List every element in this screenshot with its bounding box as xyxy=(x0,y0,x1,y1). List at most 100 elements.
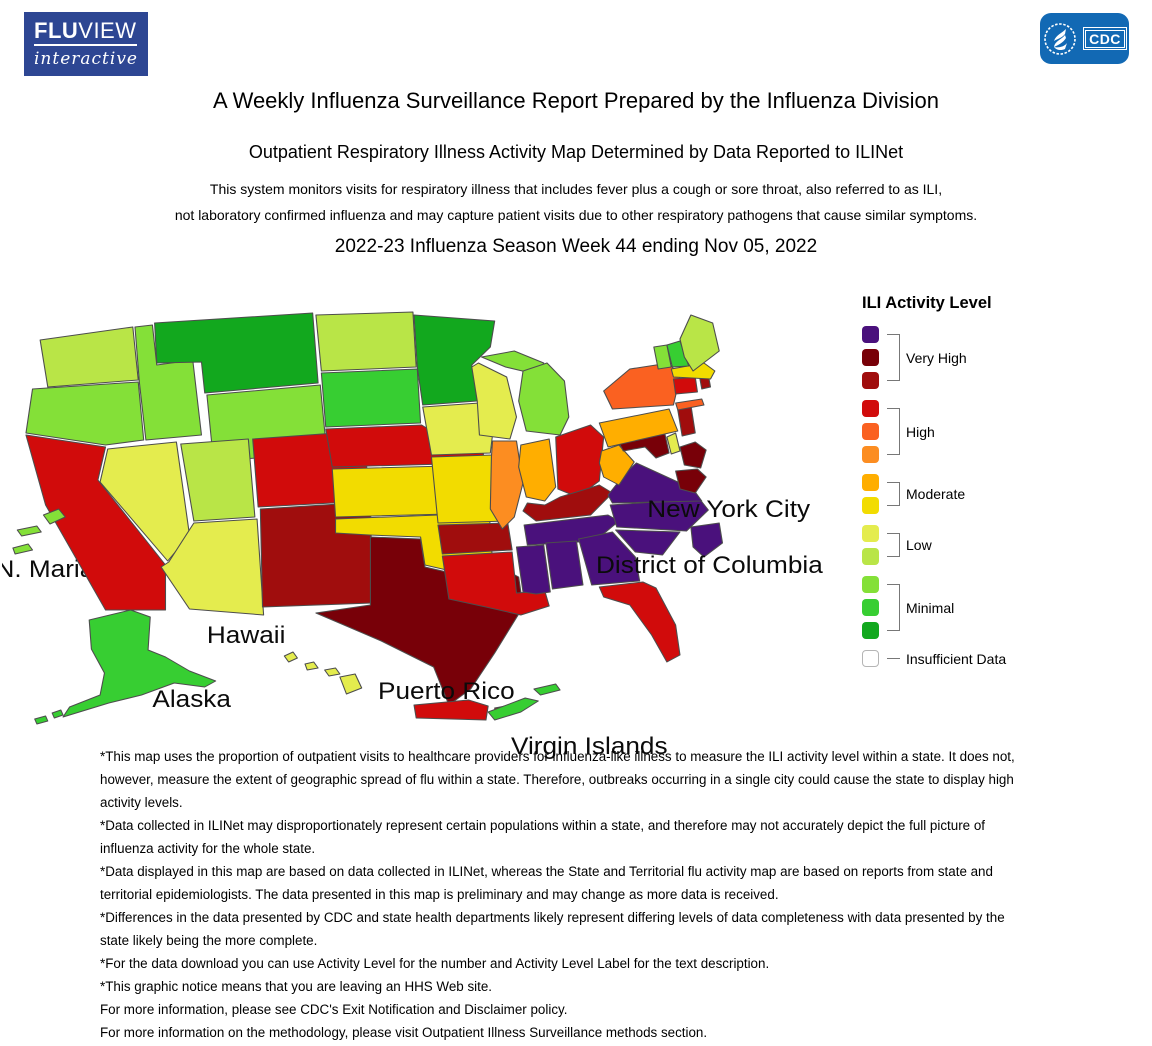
marker-new-york-city-2[interactable] xyxy=(675,468,707,494)
state-ohio[interactable] xyxy=(555,424,605,498)
state-hawaii-island-4[interactable] xyxy=(339,673,363,695)
state-alabama[interactable] xyxy=(545,540,584,590)
territory-n-mariana-islands-3[interactable] xyxy=(12,543,34,555)
state-washington[interactable] xyxy=(39,326,139,388)
description-line-1: This system monitors visits for respirat… xyxy=(209,181,943,197)
state-louisiana[interactable] xyxy=(441,551,550,616)
legend-swatch-level-13 xyxy=(862,326,879,343)
state-florida[interactable] xyxy=(598,581,681,663)
footnote-differences: *Differences in the data presented by CD… xyxy=(100,910,1005,948)
legend-swatch-level-6 xyxy=(862,497,879,514)
state-hawaii-island-2[interactable] xyxy=(304,661,319,671)
legend-swatch-level-10 xyxy=(862,400,879,417)
description-line-2: not laboratory confirmed influenza and m… xyxy=(174,207,978,223)
state-hawaii-island-3[interactable] xyxy=(324,667,341,677)
state-california[interactable] xyxy=(25,434,167,611)
state-vermont[interactable] xyxy=(653,344,672,370)
season-week-title: 2022-23 Influenza Season Week 44 ending … xyxy=(334,236,818,257)
state-delaware[interactable] xyxy=(666,432,681,455)
territory-virgin-islands-2[interactable] xyxy=(533,683,561,696)
legend-title: ILI Activity Level xyxy=(862,294,992,312)
legend-bracket xyxy=(887,408,900,455)
state-arkansas[interactable] xyxy=(437,522,513,555)
legend-bracket xyxy=(887,533,900,557)
territory-n-mariana-islands-1[interactable] xyxy=(42,508,66,525)
label-district-of-columbia: District of Columbia xyxy=(596,552,823,579)
state-idaho[interactable] xyxy=(134,324,203,441)
legend-group-very-high: Very High xyxy=(862,326,1147,389)
map-subtitle: Outpatient Respiratory Illness Activity … xyxy=(248,142,904,162)
state-georgia[interactable] xyxy=(578,531,641,586)
label-new-york-city: New York City xyxy=(647,496,810,523)
legend-swatch-level-2 xyxy=(862,599,879,616)
state-michigan[interactable] xyxy=(518,362,570,436)
legend-label-low: Low xyxy=(906,537,932,553)
state-arizona[interactable] xyxy=(160,518,265,616)
state-alaska-aleutian-1[interactable] xyxy=(51,709,64,719)
label-hawaii: Hawaii xyxy=(207,622,285,649)
territory-puerto-rico[interactable] xyxy=(413,699,489,721)
state-oregon[interactable] xyxy=(25,381,145,446)
legend-swatch-insufficient-data xyxy=(862,650,879,667)
legend-group-minimal: Minimal xyxy=(862,576,1147,639)
hhs-eagle-icon xyxy=(1043,22,1076,55)
state-mississippi[interactable] xyxy=(515,544,551,595)
footnote-measure: *This map uses the proportion of outpati… xyxy=(100,749,1015,810)
marker-new-york-city[interactable] xyxy=(679,441,707,469)
footnote-methodology: For more information on the methodology,… xyxy=(100,1025,708,1040)
territory-virgin-islands-1[interactable] xyxy=(487,697,539,721)
footnote-hhs-notice: *This graphic notice means that you are … xyxy=(100,979,493,994)
ili-activity-choropleth-map: N. Mariana Islands xyxy=(2,311,823,760)
legend-swatch-level-4 xyxy=(862,548,879,565)
legend-swatch-level-8 xyxy=(862,446,879,463)
state-new-hampshire[interactable] xyxy=(666,340,690,368)
state-utah[interactable] xyxy=(180,438,256,522)
state-pennsylvania[interactable] xyxy=(598,408,679,448)
footnote-data-download: *For the data download you can use Activ… xyxy=(100,956,770,971)
legend-group-high: High xyxy=(862,400,1147,463)
label-alaska: Alaska xyxy=(152,686,231,713)
label-puerto-rico: Puerto Rico xyxy=(378,678,515,705)
legend-group-low: Low xyxy=(862,525,1147,565)
legend-swatch-level-9 xyxy=(862,423,879,440)
state-north-dakota[interactable] xyxy=(315,311,417,372)
legend-bracket xyxy=(887,482,900,506)
state-new-york-long-island[interactable] xyxy=(675,398,705,411)
state-maine[interactable] xyxy=(679,314,720,372)
state-new-york[interactable] xyxy=(603,362,681,410)
footnotes: *This map uses the proportion of outpati… xyxy=(100,745,1016,1044)
state-south-dakota[interactable] xyxy=(320,368,422,428)
fluview-logo[interactable]: FLUVIEW interactive xyxy=(24,12,148,76)
legend-group-moderate: Moderate xyxy=(862,474,1147,514)
legend: ILI Activity Level Very High High Modera… xyxy=(862,294,1147,678)
legend-dash xyxy=(887,658,900,659)
state-connecticut[interactable] xyxy=(672,376,698,395)
cdc-wordmark-box: CDC xyxy=(1082,27,1128,50)
legend-group-insufficient-data: Insufficient Data xyxy=(862,650,1147,667)
legend-swatch-level-12 xyxy=(862,349,879,366)
state-alaska-shape[interactable] xyxy=(62,609,217,718)
page-title: A Weekly Influenza Surveillance Report P… xyxy=(213,88,939,113)
legend-label-minimal: Minimal xyxy=(906,599,955,616)
footnote-ilinet-source: *Data displayed in this map are based on… xyxy=(100,864,993,902)
state-south-carolina[interactable] xyxy=(615,529,681,556)
state-illinois[interactable] xyxy=(489,440,524,530)
fluview-logo-tagline: interactive xyxy=(34,49,138,70)
cdc-logo[interactable]: CDC xyxy=(1040,13,1129,64)
state-alaska-aleutian-2[interactable] xyxy=(34,715,49,725)
marker-district-of-columbia[interactable] xyxy=(690,522,724,558)
legend-label-high: High xyxy=(906,423,935,440)
label-virgin-islands: Virgin Islands xyxy=(511,733,668,760)
cdc-wordmark: CDC xyxy=(1085,29,1125,48)
state-hawaii-island-1[interactable] xyxy=(283,651,298,663)
legend-label-very-high: Very High xyxy=(906,349,967,366)
territory-n-mariana-islands-2[interactable] xyxy=(16,525,42,537)
legend-swatch-level-1 xyxy=(862,622,879,639)
legend-label-moderate: Moderate xyxy=(906,486,966,502)
legend-swatch-level-3 xyxy=(862,576,879,593)
state-wisconsin[interactable] xyxy=(471,362,518,440)
fluview-logo-wordmark: FLUVIEW xyxy=(34,18,137,47)
state-montana[interactable] xyxy=(154,312,319,394)
state-indiana[interactable] xyxy=(518,438,557,502)
legend-bracket xyxy=(887,584,900,631)
